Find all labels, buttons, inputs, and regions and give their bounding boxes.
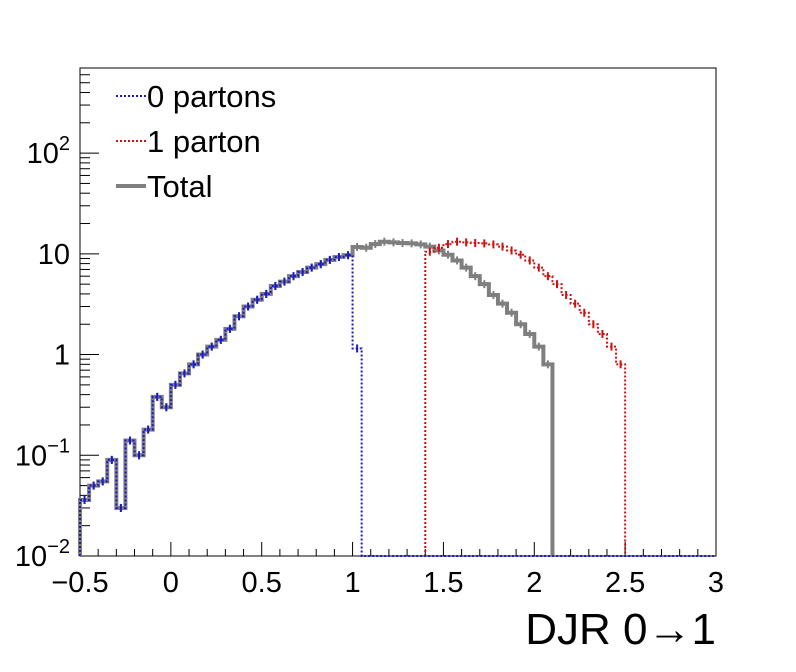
x-tick-label: 1.5: [423, 567, 463, 599]
legend-label: Total: [147, 169, 212, 204]
x-tick-label: 3: [708, 567, 724, 599]
x-tick-label: 0: [163, 567, 179, 599]
y-tick-label: 1: [54, 340, 70, 372]
series-line: [78, 239, 555, 556]
legend: 0 partons 1 parton Total: [116, 79, 276, 204]
axis-tick-labels: −0.5 0 0.5 1 1.5 2 2.5 3 10−2 10−1 1 10 102: [15, 133, 724, 599]
series-layer: [78, 237, 716, 557]
y-tick-label: 10−2: [15, 536, 70, 573]
legend-label: 0 partons: [147, 79, 276, 114]
y-tick-label: 102: [27, 133, 70, 170]
y-tick-label: 10−1: [15, 435, 70, 472]
x-tick-label: 0.5: [242, 567, 282, 599]
x-tick-label: 2.5: [605, 567, 645, 599]
x-tick-label: −0.5: [51, 567, 108, 599]
series-total: [78, 237, 555, 556]
x-axis-title: DJR 0→1: [525, 605, 716, 654]
series-1-parton: [424, 237, 627, 556]
series-line: [79, 254, 716, 557]
axis-ticks: [79, 67, 717, 557]
x-tick-label: 1: [345, 567, 361, 599]
legend-label: 1 parton: [147, 124, 261, 159]
y-tick-label: 10: [38, 239, 70, 271]
x-tick-label: 2: [526, 567, 542, 599]
series-0-partons: [79, 251, 716, 557]
series-line: [424, 240, 627, 556]
